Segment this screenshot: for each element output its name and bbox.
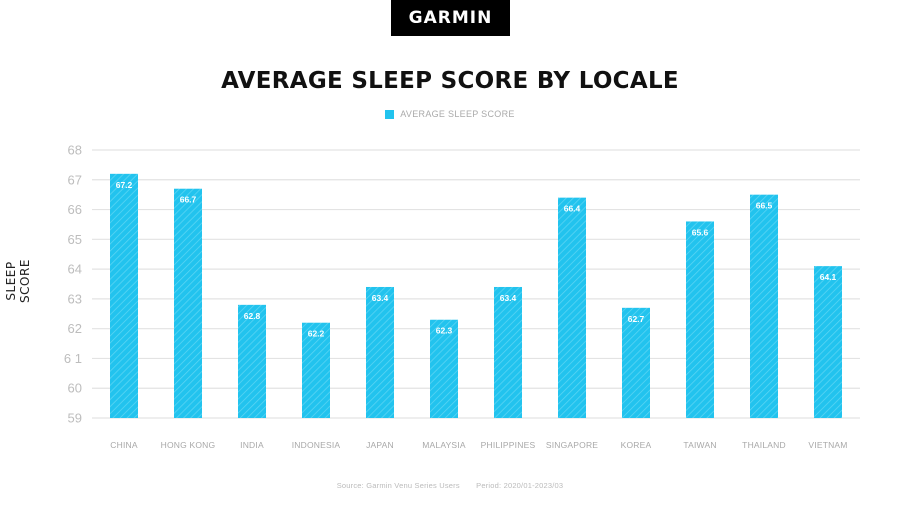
y-tick-label: 66: [68, 202, 82, 217]
y-tick-label: 60: [68, 381, 82, 396]
bar-value-label: 66.7: [180, 195, 197, 205]
period-text: Period: 2020/01-2023/03: [476, 481, 564, 490]
x-tick-label: JAPAN: [366, 440, 394, 450]
bar-korea: [622, 307, 650, 418]
y-tick-label: 62: [68, 321, 82, 336]
x-tick-label: VIETNAM: [808, 440, 847, 450]
bar-philippines: [494, 286, 522, 418]
bar-thailand: [750, 194, 778, 418]
chart-title: AVERAGE SLEEP SCORE BY LOCALE: [221, 68, 679, 94]
bar-japan: [366, 286, 394, 418]
legend-swatch: [385, 109, 395, 119]
bar-value-label: 65.6: [692, 227, 709, 237]
x-tick-label: INDONESIA: [292, 440, 341, 450]
y-tick-label: 64: [68, 262, 82, 277]
bar-value-label: 66.5: [756, 201, 773, 211]
bar-value-label: 63.4: [372, 293, 389, 303]
bar-malaysia: [430, 319, 458, 418]
source-text: Source: Garmin Venu Series Users: [336, 481, 460, 490]
bar-singapore: [558, 197, 586, 418]
bar-value-label: 62.8: [244, 311, 261, 321]
x-tick-label: TAIWAN: [683, 440, 716, 450]
y-tick-label: 67: [68, 172, 82, 187]
bar-hong-kong: [174, 188, 202, 418]
bar-indonesia: [302, 322, 330, 418]
bar-value-label: 62.3: [436, 326, 453, 336]
source-note: Source: Garmin Venu Series Users Period:…: [0, 481, 900, 490]
x-tick-label: HONG KONG: [161, 440, 216, 450]
bar-value-label: 64.1: [820, 272, 837, 282]
x-tick-label: MALAYSIA: [422, 440, 466, 450]
bar-taiwan: [686, 221, 714, 418]
legend-label: AVERAGE SLEEP SCORE: [400, 109, 515, 119]
bar-china: [110, 173, 138, 418]
y-tick-label: 68: [68, 143, 82, 158]
y-tick-label: 63: [68, 291, 82, 306]
y-tick-label: 6 1: [64, 351, 82, 366]
x-tick-label: THAILAND: [742, 440, 786, 450]
x-tick-label: PHILIPPINES: [481, 440, 536, 450]
bar-vietnam: [814, 266, 842, 418]
y-tick-label: 65: [68, 232, 82, 247]
garmin-logo: GARMIN: [391, 0, 510, 36]
bar-value-label: 63.4: [500, 293, 517, 303]
x-tick-label: INDIA: [240, 440, 264, 450]
bar-value-label: 67.2: [116, 180, 133, 190]
y-tick-label: 59: [68, 411, 82, 426]
bar-india: [238, 304, 266, 418]
x-tick-label: KOREA: [621, 440, 652, 450]
bar-value-label: 62.2: [308, 329, 325, 339]
chart-legend: AVERAGE SLEEP SCORE: [0, 109, 900, 119]
bar-value-label: 62.7: [628, 314, 645, 324]
x-tick-label: CHINA: [110, 440, 138, 450]
x-tick-label: SINGAPORE: [546, 440, 598, 450]
bar-value-label: 66.4: [564, 204, 581, 214]
